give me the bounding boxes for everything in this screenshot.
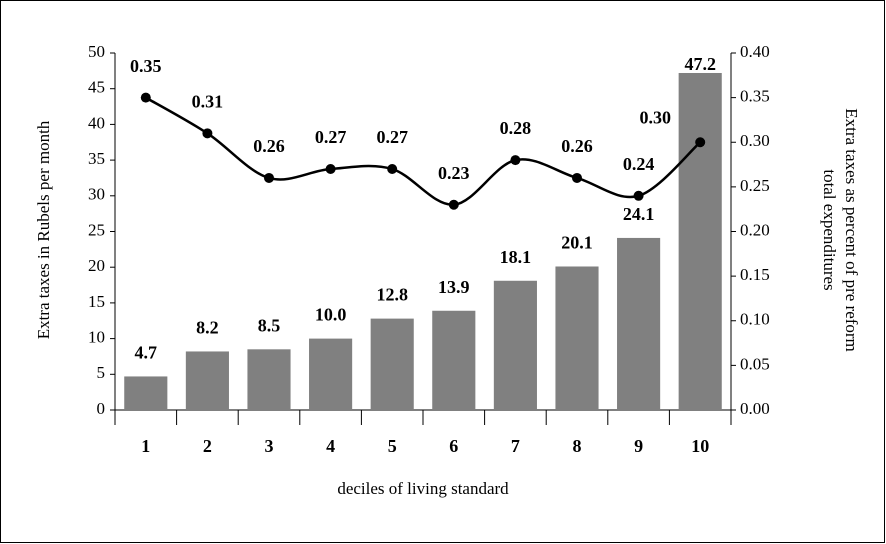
bar: [370, 318, 414, 410]
bar-value-label: 47.2: [684, 54, 716, 74]
line-value-label: 0.24: [623, 154, 655, 174]
y-axis-title: Extra taxes in Rubels per month: [34, 120, 53, 339]
y2-tick-label: 0.15: [740, 265, 770, 284]
y2-tick-label: 0.40: [740, 42, 770, 61]
x-axis-title: deciles of living standard: [337, 479, 509, 498]
y-tick-label: 20: [88, 256, 105, 275]
y2-tick-label: 0.10: [740, 310, 770, 329]
x-tick-label: 8: [573, 436, 582, 456]
bar: [678, 72, 722, 410]
line-value-label: 0.27: [376, 127, 408, 147]
x-tick-label: 2: [203, 436, 212, 456]
line-marker: [448, 199, 459, 210]
y2-tick-label: 0.35: [740, 87, 770, 106]
bar-value-label: 24.1: [623, 204, 655, 224]
x-tick-label: 5: [388, 436, 397, 456]
x-tick-label: 10: [691, 436, 709, 456]
bar-value-label: 20.1: [561, 233, 593, 253]
line: [145, 96, 702, 206]
y2-tick-label: 0.05: [740, 354, 770, 373]
y-tick-label: 40: [88, 113, 105, 132]
line-marker: [264, 172, 274, 183]
line-value-label: 0.26: [253, 136, 285, 156]
bar: [555, 266, 599, 410]
bar: [617, 237, 661, 410]
line-marker: [695, 137, 706, 148]
bar-value-label: 10.0: [315, 305, 347, 325]
y2-tick-label: 0.30: [740, 131, 770, 150]
y-tick-label: 0: [97, 399, 106, 418]
bar-value-label: 13.9: [438, 277, 470, 297]
y2-axis-title: total expenditures: [820, 169, 839, 290]
y2-tick-label: 0.25: [740, 176, 770, 195]
line-value-label: 0.35: [130, 56, 162, 76]
line-value-label: 0.23: [438, 163, 470, 183]
y-tick-label: 25: [88, 220, 105, 239]
y-tick-label: 15: [88, 292, 105, 311]
line-marker: [140, 92, 151, 103]
line-value-label: 0.31: [192, 91, 224, 111]
y2-axis-title: Extra taxes as percent of pre reform: [842, 108, 861, 352]
line-marker: [572, 172, 582, 183]
y-tick-label: 10: [88, 328, 105, 347]
x-tick-label: 4: [326, 436, 335, 456]
y-tick-label: 30: [88, 185, 105, 204]
line-marker: [202, 128, 213, 139]
y2-tick-label: 0.00: [740, 399, 770, 418]
line-marker: [387, 164, 398, 175]
bar-value-label: 8.5: [258, 315, 281, 335]
bar-value-label: 18.1: [500, 247, 532, 267]
bar-value-label: 8.2: [196, 318, 219, 338]
x-tick-label: 3: [265, 436, 274, 456]
bar-value-label: 12.8: [376, 285, 408, 305]
y-tick-label: 50: [88, 42, 105, 61]
line-value-label: 0.28: [500, 118, 532, 138]
line-marker: [510, 155, 521, 166]
bar: [493, 280, 537, 410]
line-value-label: 0.26: [561, 136, 593, 156]
bar: [124, 376, 168, 410]
bar: [432, 310, 476, 410]
x-tick-label: 6: [449, 436, 458, 456]
y-tick-label: 35: [88, 149, 105, 168]
y-tick-label: 45: [88, 78, 105, 97]
line-marker: [633, 190, 644, 201]
bar: [309, 338, 353, 410]
line-value-label: 0.30: [639, 107, 671, 127]
bar-value-label: 4.7: [135, 343, 158, 363]
line-marker: [325, 164, 336, 175]
x-tick-label: 7: [511, 436, 520, 456]
x-tick-label: 9: [634, 436, 643, 456]
y2-tick-label: 0.20: [740, 220, 770, 239]
y-tick-label: 5: [97, 363, 106, 382]
bar: [185, 351, 229, 410]
x-tick-label: 1: [141, 436, 150, 456]
line-value-label: 0.27: [315, 127, 347, 147]
bar: [247, 349, 291, 410]
